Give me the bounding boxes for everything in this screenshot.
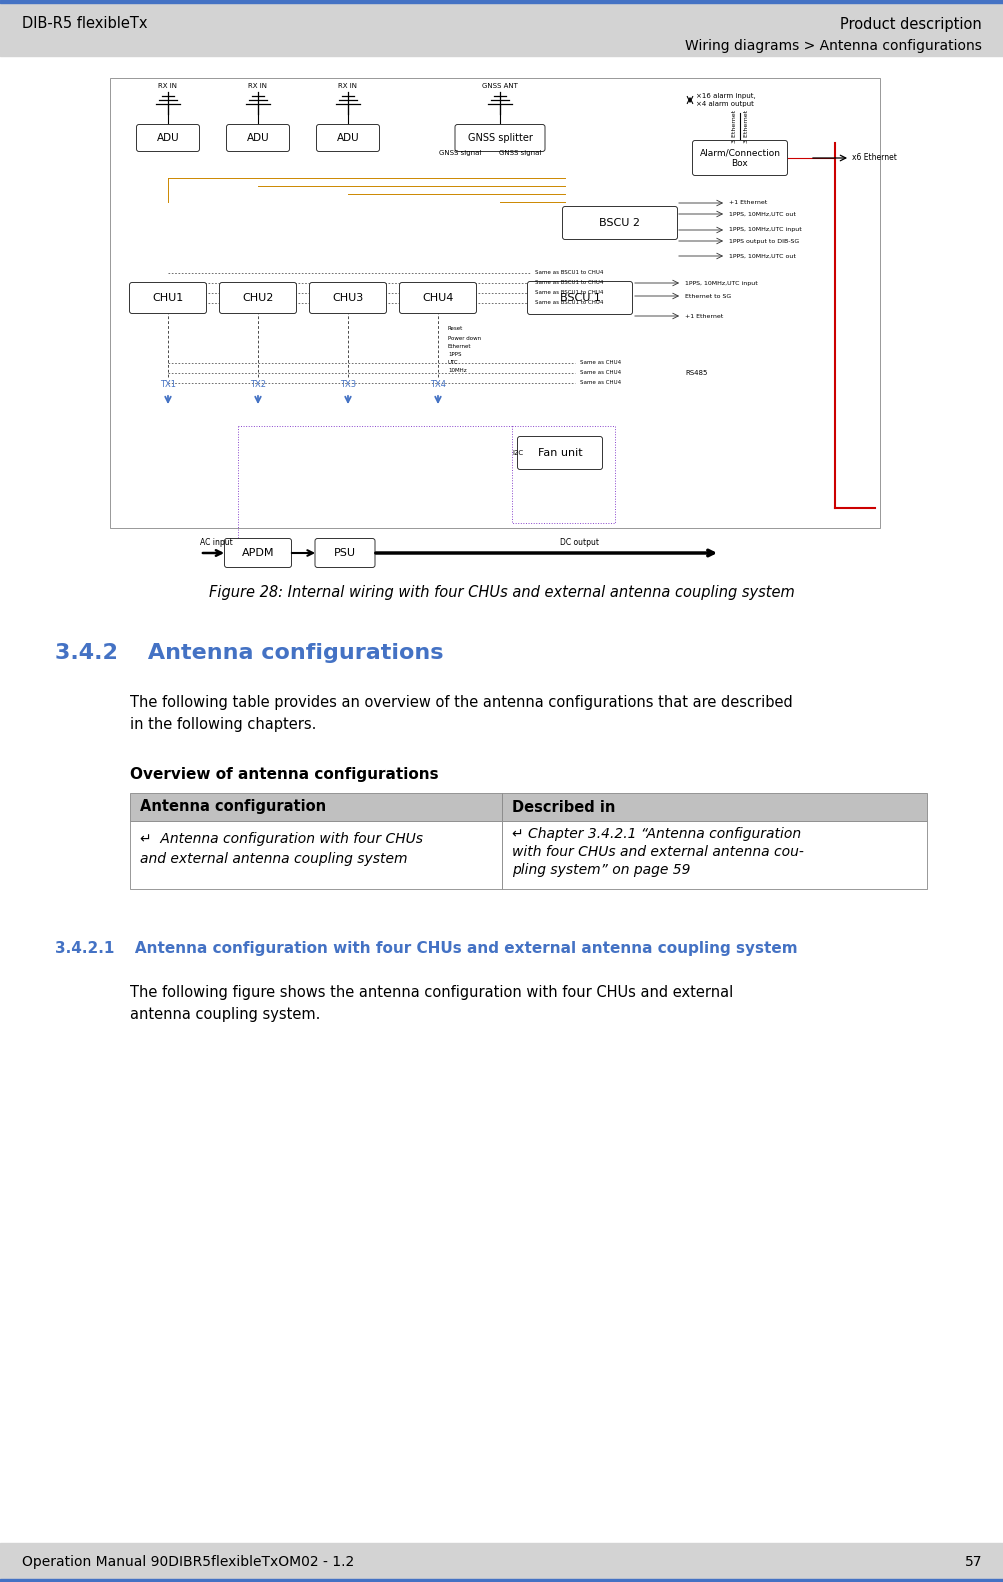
Text: ADU: ADU — [336, 133, 359, 142]
Text: BSCU 2: BSCU 2 — [599, 218, 640, 228]
Text: +1 Ethernet: +1 Ethernet — [684, 313, 722, 318]
FancyBboxPatch shape — [129, 283, 207, 313]
Bar — [110, 78, 879, 528]
Text: ADU: ADU — [156, 133, 180, 142]
FancyBboxPatch shape — [562, 207, 677, 239]
Text: Ethernet: Ethernet — [447, 343, 471, 348]
Bar — [0, 0, 1003, 3]
Text: Same as CHU4: Same as CHU4 — [580, 370, 621, 375]
Bar — [502, 821, 926, 889]
Text: and external antenna coupling system: and external antenna coupling system — [139, 853, 407, 865]
Text: +1 Ethernet: +1 Ethernet — [728, 201, 766, 206]
Text: Operation Manual 90DIBR5flexibleTxOM02 - 1.2: Operation Manual 90DIBR5flexibleTxOM02 -… — [22, 1555, 354, 1569]
Text: pling system” on page 59: pling system” on page 59 — [512, 864, 690, 876]
Text: 1PPS, 10MHz,UTC input: 1PPS, 10MHz,UTC input — [684, 280, 757, 285]
FancyBboxPatch shape — [517, 437, 602, 470]
Text: Same as CHU4: Same as CHU4 — [580, 361, 621, 365]
Text: Wiring diagrams > Antenna configurations: Wiring diagrams > Antenna configurations — [684, 40, 981, 54]
Text: Reset: Reset — [447, 326, 462, 331]
Text: 3 Ethernet: 3 Ethernet — [743, 109, 748, 142]
Text: CHU3: CHU3 — [332, 293, 363, 304]
Text: Same as BSCU1 to CHU4: Same as BSCU1 to CHU4 — [535, 280, 603, 285]
Text: BSCU 1: BSCU 1 — [559, 293, 600, 304]
Text: x6 Ethernet: x6 Ethernet — [852, 153, 896, 163]
Text: TX3: TX3 — [340, 380, 356, 389]
Text: UTC: UTC — [447, 359, 458, 364]
Text: RX IN: RX IN — [338, 82, 357, 89]
FancyBboxPatch shape — [527, 282, 632, 315]
FancyBboxPatch shape — [227, 125, 289, 152]
Bar — [0, 1542, 1003, 1582]
Text: Antenna configuration: Antenna configuration — [139, 799, 326, 815]
Text: CHU2: CHU2 — [242, 293, 274, 304]
Text: DC output: DC output — [560, 538, 599, 547]
Text: Overview of antenna configurations: Overview of antenna configurations — [129, 767, 438, 782]
Text: Same as BSCU1 to CHU4: Same as BSCU1 to CHU4 — [535, 291, 603, 296]
Text: 3 Ethernet: 3 Ethernet — [731, 109, 736, 142]
Text: GNSS signal: GNSS signal — [498, 150, 541, 157]
Text: RX IN: RX IN — [249, 82, 267, 89]
Text: RX IN: RX IN — [158, 82, 178, 89]
Text: Fan unit: Fan unit — [538, 448, 582, 459]
Text: The following table provides an overview of the antenna configurations that are : The following table provides an overview… — [129, 694, 792, 710]
Text: RS485: RS485 — [684, 370, 707, 377]
Text: 3.4.2.1  Antenna configuration with four CHUs and external antenna coupling syst: 3.4.2.1 Antenna configuration with four … — [55, 941, 796, 956]
Text: Same as BSCU1 to CHU4: Same as BSCU1 to CHU4 — [535, 301, 603, 305]
Text: 10MHz: 10MHz — [447, 367, 466, 372]
Text: ↵ Chapter 3.4.2.1 “Antenna configuration: ↵ Chapter 3.4.2.1 “Antenna configuration — [512, 827, 800, 842]
Text: TX1: TX1 — [159, 380, 176, 389]
Bar — [129, 821, 502, 889]
Text: ↵  Antenna configuration with four CHUs: ↵ Antenna configuration with four CHUs — [139, 832, 422, 846]
FancyBboxPatch shape — [316, 125, 379, 152]
Text: 1PPS, 10MHz,UTC input: 1PPS, 10MHz,UTC input — [728, 228, 801, 233]
Text: 1PPS, 10MHz,UTC out: 1PPS, 10MHz,UTC out — [728, 212, 795, 217]
Text: with four CHUs and external antenna cou-: with four CHUs and external antenna cou- — [512, 845, 803, 859]
FancyBboxPatch shape — [454, 125, 545, 152]
Text: TX4: TX4 — [429, 380, 445, 389]
Text: APDM: APDM — [242, 547, 274, 558]
Text: GNSS signal: GNSS signal — [438, 150, 480, 157]
Text: ×4 alarm output: ×4 alarm output — [695, 101, 753, 108]
Text: Power down: Power down — [447, 335, 480, 340]
Text: Described in: Described in — [512, 799, 615, 815]
FancyBboxPatch shape — [309, 283, 386, 313]
Text: PSU: PSU — [334, 547, 356, 558]
FancyBboxPatch shape — [220, 283, 296, 313]
Text: AC input: AC input — [200, 538, 233, 547]
Text: The following figure shows the antenna configuration with four CHUs and external: The following figure shows the antenna c… — [129, 986, 732, 1000]
Text: 57: 57 — [964, 1555, 981, 1569]
Text: CHU1: CHU1 — [152, 293, 184, 304]
FancyBboxPatch shape — [399, 283, 476, 313]
Text: I2C: I2C — [512, 449, 523, 456]
FancyBboxPatch shape — [315, 538, 375, 568]
Text: antenna coupling system.: antenna coupling system. — [129, 1008, 320, 1022]
Text: 1PPS output to DIB-SG: 1PPS output to DIB-SG — [728, 239, 798, 244]
Text: GNSS splitter: GNSS splitter — [467, 133, 532, 142]
Text: ×16 alarm input,: ×16 alarm input, — [695, 93, 755, 100]
Text: 1PPS: 1PPS — [447, 351, 461, 356]
Text: CHU4: CHU4 — [422, 293, 453, 304]
Bar — [502, 793, 926, 821]
Text: Same as CHU4: Same as CHU4 — [580, 381, 621, 386]
Text: Same as BSCU1 to CHU4: Same as BSCU1 to CHU4 — [535, 271, 603, 275]
Text: Figure 28: Internal wiring with four CHUs and external antenna coupling system: Figure 28: Internal wiring with four CHU… — [209, 585, 794, 601]
Text: ADU: ADU — [247, 133, 269, 142]
Text: Ethernet to SG: Ethernet to SG — [684, 294, 730, 299]
FancyBboxPatch shape — [692, 141, 786, 176]
Text: 1PPS, 10MHz,UTC out: 1PPS, 10MHz,UTC out — [728, 253, 795, 258]
Text: in the following chapters.: in the following chapters. — [129, 717, 316, 732]
Text: GNSS ANT: GNSS ANT — [481, 82, 518, 89]
Text: DIB-R5 flexibleTx: DIB-R5 flexibleTx — [22, 16, 147, 32]
Text: 3.4.2  Antenna configurations: 3.4.2 Antenna configurations — [55, 642, 443, 663]
FancyBboxPatch shape — [225, 538, 291, 568]
Text: Product description: Product description — [840, 16, 981, 32]
Bar — [0, 1579, 1003, 1582]
Text: TX2: TX2 — [250, 380, 266, 389]
Bar — [0, 0, 1003, 55]
Text: Alarm/Connection
Box: Alarm/Connection Box — [699, 149, 779, 168]
FancyBboxPatch shape — [136, 125, 200, 152]
Bar — [129, 793, 502, 821]
